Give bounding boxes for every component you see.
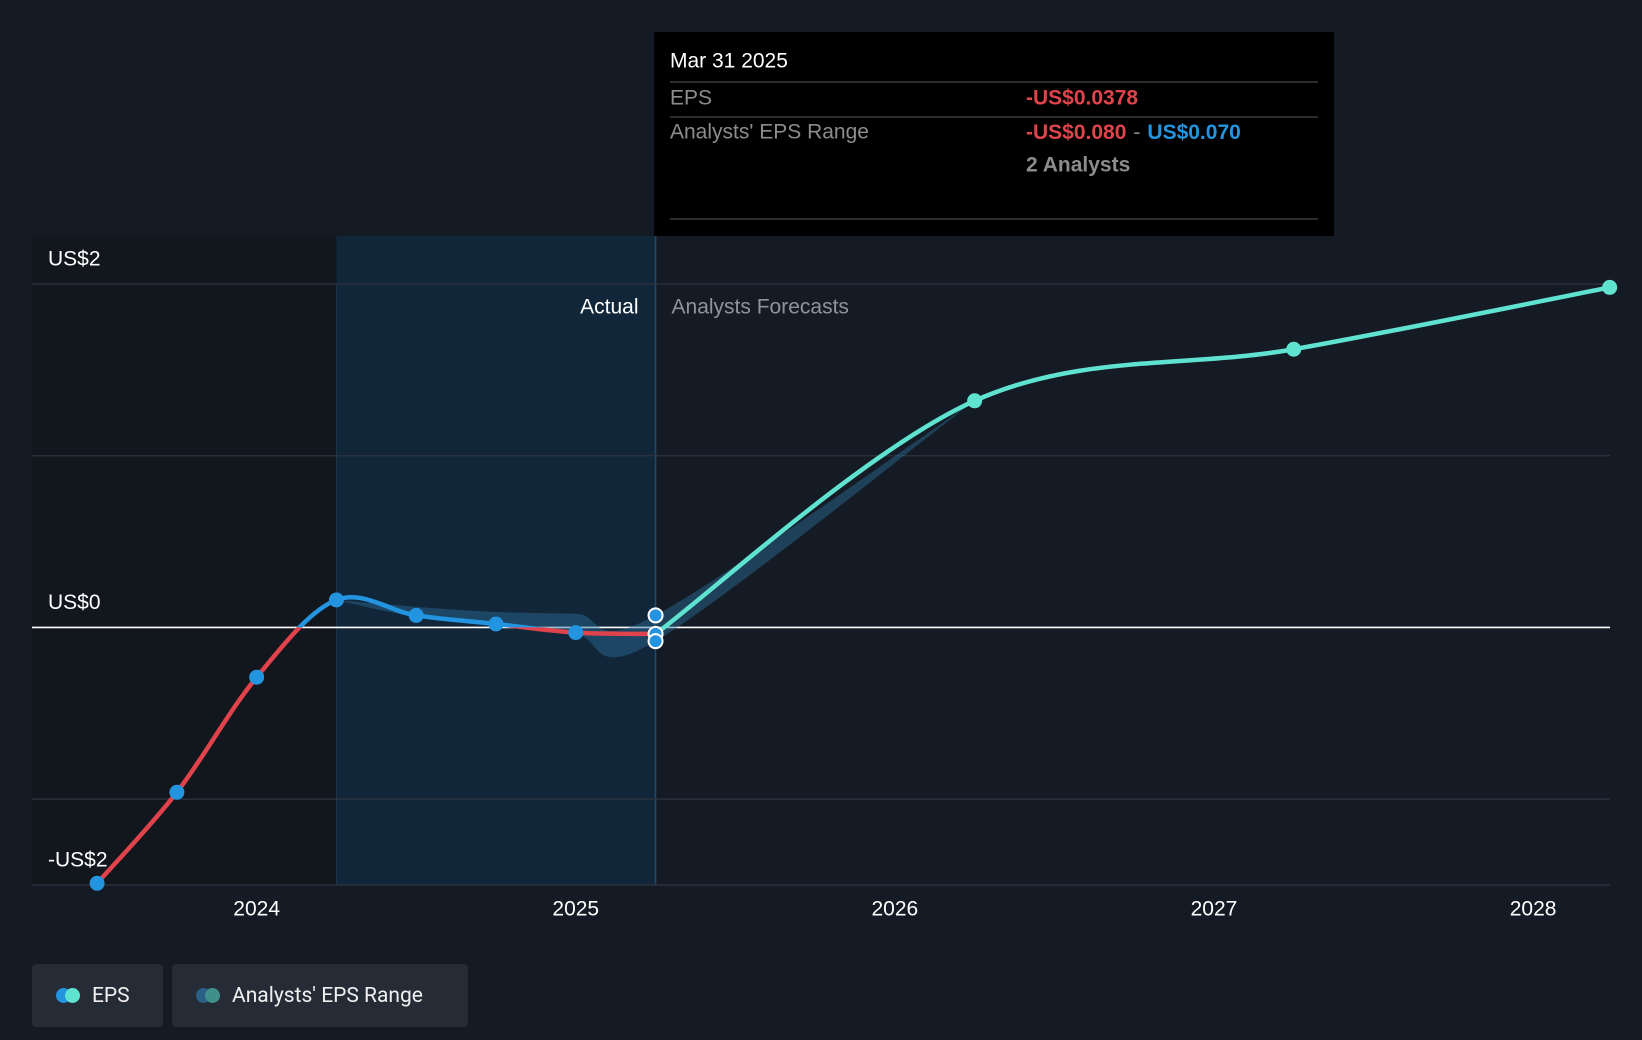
range-separator: - [1133, 121, 1140, 144]
chart: Actual Analysts Forecasts US$2 US$0 -US$2 202… [32, 32, 1618, 921]
tooltip-label: EPS [670, 87, 712, 110]
legend-eps[interactable]: EPS [32, 964, 163, 1027]
tooltip-value: -US$0.0378 [1026, 87, 1138, 110]
tooltip-label: Analysts' EPS Range [670, 121, 869, 144]
x-tick-label: 2024 [233, 898, 280, 921]
forecast-point [1286, 341, 1302, 357]
range-low: -US$0.080 [1026, 121, 1126, 144]
range-high: US$0.070 [1147, 121, 1240, 144]
x-tick-label: 2027 [1191, 898, 1238, 921]
eps-line-positive [296, 594, 545, 628]
tooltip-range: -US$0.080- US$0.070 [1026, 121, 1241, 144]
past-region [32, 236, 337, 885]
y-tick-label: -US$2 [48, 849, 108, 872]
tooltip-date: Mar 31 2025 [670, 50, 788, 73]
eps-point [568, 625, 584, 641]
forecast-line [654, 285, 1611, 636]
forecast-label: Analysts Forecasts [672, 296, 849, 319]
eps-point [169, 784, 185, 800]
forecast-point [967, 393, 983, 409]
x-tick-label: 2026 [872, 898, 919, 921]
tooltip-box [654, 32, 1334, 236]
eps-point [488, 616, 504, 632]
eps-point [249, 669, 265, 685]
eps-point [89, 875, 105, 891]
actual-label: Actual [580, 296, 638, 319]
actual-region [336, 236, 656, 885]
x-tick-label: 2028 [1510, 898, 1557, 921]
eps-point [408, 607, 424, 623]
x-tick-label: 2025 [552, 898, 599, 921]
legend-label: EPS [92, 983, 130, 1008]
forecast-point [1602, 279, 1618, 295]
eps-point [328, 592, 344, 608]
tooltip-analysts: 2 Analysts [1026, 154, 1130, 177]
y-tick-label: US$2 [48, 248, 101, 271]
y-tick-label: US$0 [48, 591, 101, 614]
range-point [647, 607, 664, 624]
legend-label: Analysts' EPS Range [232, 983, 423, 1008]
legend-range[interactable]: Analysts' EPS Range [172, 964, 468, 1027]
legend-swatch [205, 988, 220, 1003]
range-point [647, 633, 664, 650]
legend-swatch [65, 988, 80, 1003]
